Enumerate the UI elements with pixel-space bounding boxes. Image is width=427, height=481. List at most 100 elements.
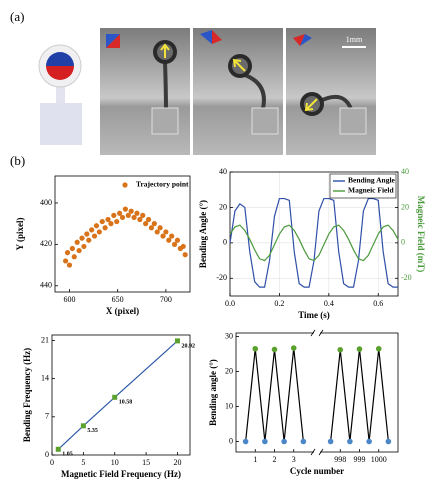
scatter-point <box>69 245 75 252</box>
y-tick-label: 20 <box>225 366 233 375</box>
marker <box>80 423 86 429</box>
scatter-point <box>125 212 131 218</box>
x-tick-label: 0.0 <box>225 299 235 308</box>
plot-frame <box>54 175 191 293</box>
scatter-point <box>66 262 73 268</box>
scatter-point <box>143 221 149 227</box>
marker <box>290 345 297 351</box>
scatter-point <box>163 229 169 235</box>
marker <box>300 438 307 445</box>
scatter-point <box>71 254 77 260</box>
marker <box>337 347 344 353</box>
scatter-point <box>111 212 117 218</box>
scatter-point <box>169 233 175 239</box>
y-tick-label: -20 <box>216 273 227 282</box>
scatter-point <box>134 210 140 216</box>
marker <box>385 438 392 445</box>
x-tick-label: 10 <box>111 458 119 467</box>
y-tick-label: 400 <box>40 198 52 207</box>
panel-label: (b) <box>10 153 25 168</box>
data-label: 20.92 <box>181 343 195 349</box>
y-tick-label: 30 <box>225 331 233 340</box>
scatter-point <box>93 223 100 229</box>
y-axis-label: Bending Frequency (Hz) <box>22 348 32 442</box>
marker <box>262 438 268 445</box>
scatter-point <box>96 229 102 235</box>
photo-panel <box>100 28 190 155</box>
panel-label: (a) <box>10 9 24 24</box>
y-axis-label: Bending Angle (°) <box>198 200 208 268</box>
data-label: 1.05 <box>62 452 73 458</box>
scatter-point <box>84 231 90 237</box>
y-tick-label: 420 <box>40 239 52 248</box>
scatter-point <box>128 208 134 214</box>
x-axis-label: Time (s) <box>298 310 330 320</box>
marker <box>327 438 334 445</box>
marker <box>281 438 287 445</box>
y-tick-label: 10 <box>225 401 233 410</box>
scatter-point <box>166 237 172 243</box>
x-tick-label: 2 <box>273 455 277 464</box>
data-label: 10.58 <box>119 400 132 406</box>
x-tick-label: 0.4 <box>324 299 334 308</box>
scatter-point <box>119 214 126 221</box>
x-tick-label: 1000 <box>371 455 387 464</box>
marker <box>375 345 382 352</box>
scatter-point <box>154 229 160 235</box>
scatter-point <box>64 250 71 256</box>
y2-tick-label: 0 <box>401 238 405 247</box>
scatter-point <box>148 225 155 231</box>
scatter-point <box>180 243 186 250</box>
line <box>57 340 178 450</box>
scatter-point <box>102 225 108 231</box>
scatter-point <box>81 243 87 250</box>
x-tick-label: 1 <box>253 455 257 464</box>
scatter-point <box>182 252 188 258</box>
x-tick-label: 600 <box>63 295 75 304</box>
scatter-point <box>105 216 111 223</box>
marker <box>347 438 353 445</box>
x-tick-label: 650 <box>112 295 124 304</box>
plot-frame <box>51 334 191 456</box>
scatter-point <box>76 247 82 254</box>
scatter-point <box>108 221 114 227</box>
device-schematic <box>38 44 82 145</box>
marker <box>366 438 372 445</box>
x-tick-label: 0.2 <box>274 299 284 308</box>
axis-break <box>314 331 320 335</box>
y-tick-label: 20 <box>219 202 227 211</box>
scatter-point <box>99 218 105 225</box>
x-tick-label: 998 <box>334 455 346 464</box>
y-tick-label: 0 <box>229 436 233 445</box>
x-axis-label: Magnetic Field Frequency (Hz) <box>61 469 181 479</box>
y-tick-label: 0 <box>223 238 227 247</box>
legend-label: Bending Angle <box>348 176 396 185</box>
axis-break <box>314 450 320 454</box>
line <box>245 347 389 442</box>
x-tick-label: 700 <box>160 295 172 304</box>
legend-label: Magneic Field <box>348 186 394 195</box>
scatter-point <box>122 206 128 212</box>
scatter-point <box>89 227 95 233</box>
y-tick-label: 440 <box>40 281 52 290</box>
y-axis-label: Y (pixel) <box>15 218 25 251</box>
y2-tick-label: 40 <box>401 167 409 176</box>
marker <box>55 446 61 452</box>
marker <box>271 346 278 353</box>
y2-tick-label: -20 <box>401 273 412 282</box>
x-tick-label: 5 <box>81 458 85 467</box>
scatter-point <box>171 241 178 247</box>
y-tick-label: 21 <box>41 335 49 344</box>
x-tick-label: 20 <box>173 458 181 467</box>
scatter-point <box>114 218 120 225</box>
scale-bar-label: 1mm <box>346 35 363 44</box>
scatter-point <box>74 239 80 245</box>
scatter-point <box>131 214 137 221</box>
x-tick-label: 15 <box>142 458 150 467</box>
x-tick-label: 999 <box>354 455 366 464</box>
marker <box>356 346 363 352</box>
legend-marker <box>122 182 128 188</box>
marker <box>112 394 118 400</box>
